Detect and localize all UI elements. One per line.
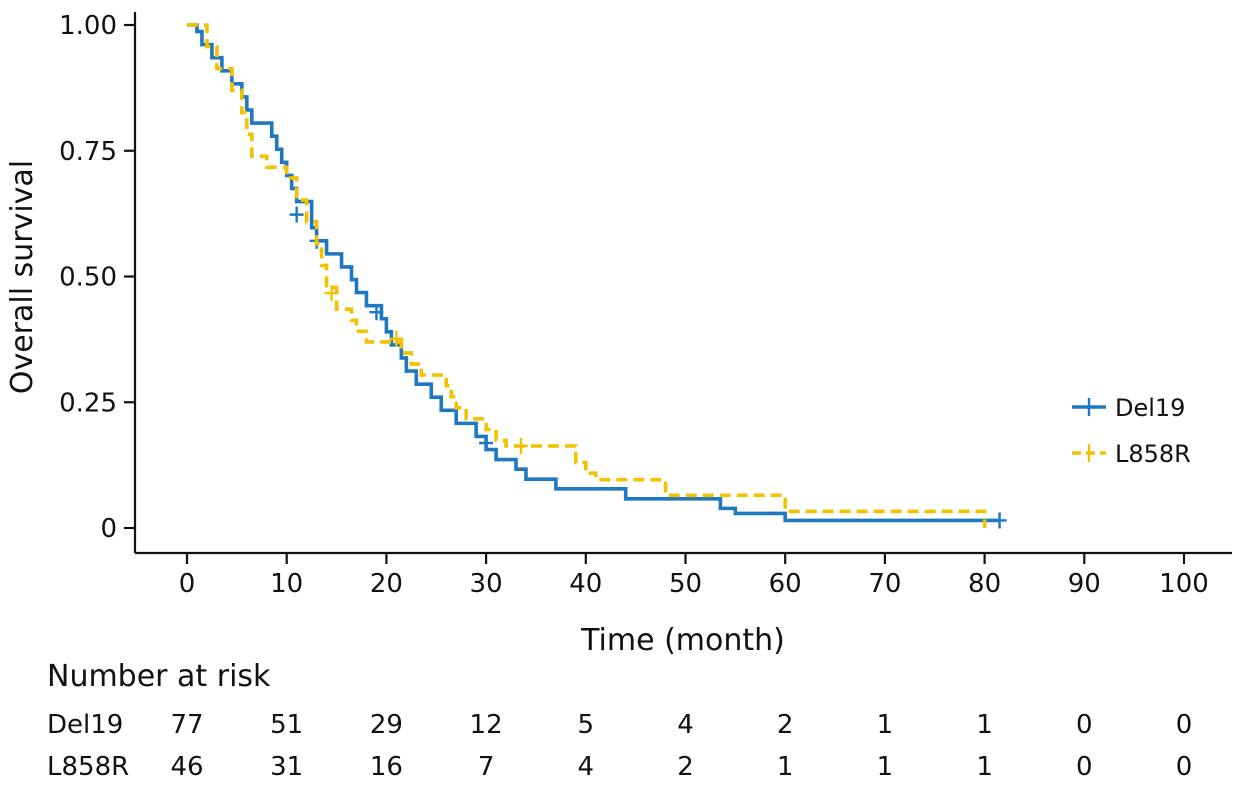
- risk-count: 5: [578, 710, 595, 740]
- x-tick-label: 70: [868, 569, 901, 599]
- x-tick-label: 30: [470, 569, 503, 599]
- risk-row-label: Del19: [47, 710, 123, 740]
- y-tick-label: 0.75: [59, 137, 117, 167]
- x-axis-title: Time (month): [580, 623, 785, 658]
- risk-count: 1: [877, 710, 894, 740]
- y-tick-label: 1.00: [59, 11, 117, 41]
- risk-count: 0: [1076, 710, 1093, 740]
- y-tick-label: 0: [100, 514, 117, 544]
- risk-count: 0: [1076, 752, 1093, 782]
- y-ticks: 0 0.25 0.50 0.75 1.00: [59, 11, 135, 544]
- risk-count: 1: [777, 752, 794, 782]
- risk-count: 1: [976, 752, 993, 782]
- y-tick-label: 0.50: [59, 263, 117, 293]
- survival-curve-l858r: [187, 23, 987, 528]
- x-tick-label: 50: [669, 569, 702, 599]
- y-axis-title: Overall survival: [5, 160, 40, 394]
- censor-mark: [513, 438, 528, 455]
- censor-mark: [289, 206, 304, 223]
- x-tick-label: 20: [370, 569, 403, 599]
- legend: Del19 L858R: [1072, 394, 1191, 468]
- risk-count: 46: [170, 752, 203, 782]
- legend-item-l858r: L858R: [1072, 440, 1191, 468]
- risk-count: 1: [976, 710, 993, 740]
- risk-count: 1: [877, 752, 894, 782]
- censor-mark: [369, 304, 384, 321]
- axes: [133, 12, 1232, 555]
- risk-count: 4: [677, 710, 694, 740]
- series-layer: [187, 23, 1007, 529]
- risk-count: 2: [777, 710, 794, 740]
- x-ticks: 0 10 20 30 40 50 60 70 80 90 100: [179, 553, 1209, 599]
- risk-count: 77: [170, 710, 203, 740]
- legend-label: Del19: [1115, 394, 1185, 422]
- x-tick-label: 0: [179, 569, 196, 599]
- risk-row-label: L858R: [47, 752, 129, 782]
- y-tick-label: 0.25: [59, 388, 117, 418]
- censor-mark: [324, 285, 339, 302]
- risk-count: 12: [470, 710, 503, 740]
- risk-count: 4: [578, 752, 595, 782]
- risk-count: 51: [270, 710, 303, 740]
- risk-count: 16: [370, 752, 403, 782]
- x-tick-label: 100: [1159, 569, 1209, 599]
- censor-mark: [992, 512, 1007, 529]
- censor-mark: [479, 434, 494, 451]
- series-l858r: [187, 23, 987, 528]
- legend-item-del19: Del19: [1072, 394, 1185, 422]
- legend-label: L858R: [1115, 440, 1191, 468]
- series-del19: [187, 23, 1007, 529]
- x-tick-label: 80: [968, 569, 1001, 599]
- risk-count: 2: [677, 752, 694, 782]
- risk-count: 0: [1176, 752, 1193, 782]
- x-tick-label: 10: [270, 569, 303, 599]
- risk-table: Number at risk Del19 77 51 29 12 5 4 2 1 1 0 0L858R…: [47, 659, 1192, 782]
- risk-count: 0: [1176, 710, 1193, 740]
- risk-count: 31: [270, 752, 303, 782]
- risk-count: 29: [370, 710, 403, 740]
- risk-table-title: Number at risk: [47, 659, 271, 694]
- x-tick-label: 60: [769, 569, 802, 599]
- x-tick-label: 40: [569, 569, 602, 599]
- censor-mark: [389, 330, 404, 347]
- risk-count: 7: [478, 752, 495, 782]
- survival-curve-del19: [187, 23, 1000, 523]
- x-tick-label: 90: [1068, 569, 1101, 599]
